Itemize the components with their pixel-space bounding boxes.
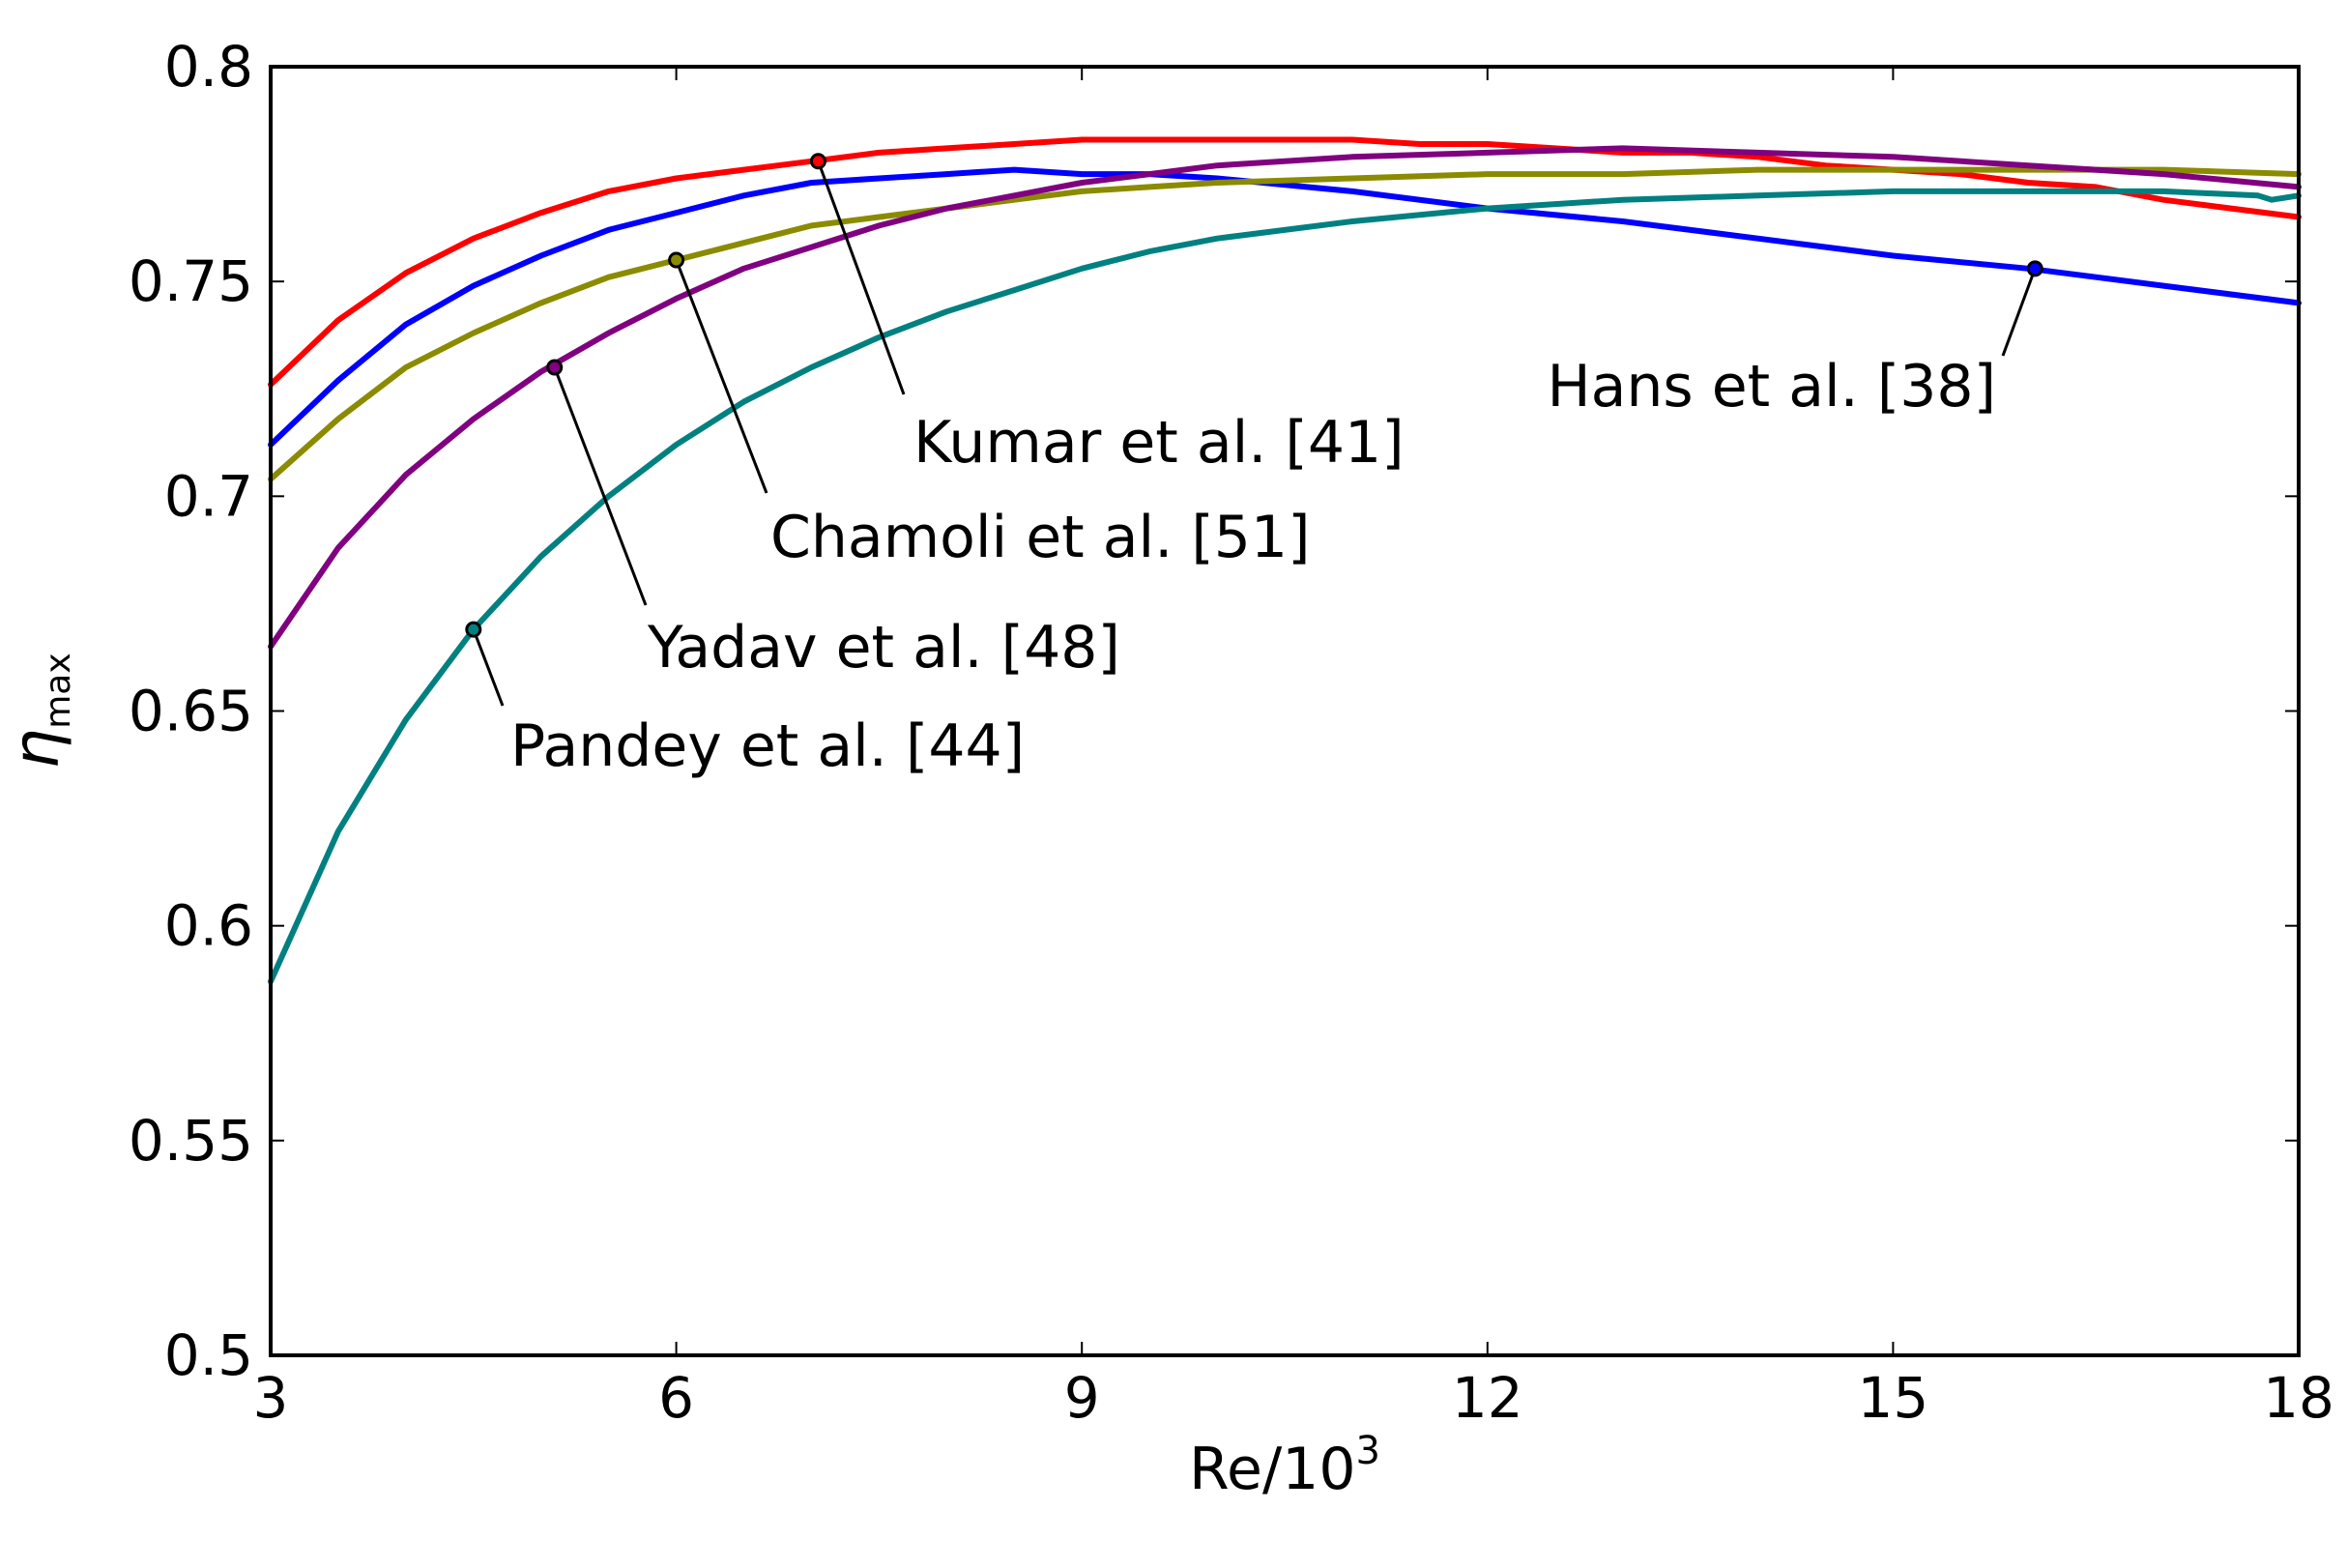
marker-hans-et-al-38 [2026, 260, 2043, 277]
marker-kumar-et-al-41 [809, 153, 826, 170]
series-line-kumar-et-al-41 [268, 136, 2302, 388]
annotation-chamoli-et-al-51: Chamoli et al. [51] [770, 504, 1311, 571]
y-tick-label: 0.75 [129, 248, 253, 314]
annotation-layer: Kumar et al. [41] Hans et al. [38] Chamoli… [510, 353, 1996, 780]
y-axis-title: ηmax [0, 653, 78, 769]
marker-pandey-et-al-44 [465, 621, 482, 638]
x-axis-title: Re/103 [1189, 1429, 1380, 1503]
annotation-kumar-et-al-41: Kumar et al. [41] [913, 409, 1405, 477]
x-tick-label: 9 [1064, 1365, 1100, 1431]
tick-layer [270, 66, 2300, 1356]
marker-layer [465, 153, 2043, 638]
y-tick-label: 0.55 [129, 1108, 253, 1174]
leader-line-yadav-et-al-48 [553, 366, 648, 606]
x-tick-label: 18 [2263, 1365, 2334, 1431]
leader-layer [472, 160, 2037, 707]
y-tick-label: 0.6 [164, 893, 253, 959]
series-line-chamoli-et-al-51 [268, 166, 2302, 482]
leader-line-chamoli-et-al-51 [675, 259, 768, 494]
x-tick-label: 6 [658, 1365, 694, 1431]
annotation-hans-et-al-38: Hans et al. [38] [1547, 353, 1996, 421]
y-tick-label: 0.5 [164, 1322, 253, 1388]
x-tick-label: 12 [1452, 1365, 1523, 1431]
x-axis-title-sup: 3 [1356, 1429, 1380, 1473]
series-line-yadav-et-al-48 [268, 145, 2302, 650]
x-tick-label: 3 [253, 1365, 289, 1431]
plot-frame [269, 65, 2301, 1357]
series-layer [268, 136, 2302, 985]
leader-line-kumar-et-al-41 [817, 160, 906, 395]
y-axis-title-main: η [0, 729, 73, 769]
marker-chamoli-et-al-51 [668, 251, 685, 269]
leader-line-hans-et-al-38 [2001, 268, 2037, 357]
y-axis-title-sub: max [39, 653, 78, 728]
x-axis-title-main: Re/10 [1189, 1436, 1355, 1503]
series-line-pandey-et-al-44 [268, 188, 2302, 985]
annotation-yadav-et-al-48: Yadav et al. [48] [647, 614, 1120, 682]
y-tick-label: 0.7 [164, 463, 253, 529]
series-line-hans-et-al-38 [268, 166, 2302, 448]
y-tick-label: 0.8 [164, 34, 253, 100]
leader-line-pandey-et-al-44 [472, 628, 505, 707]
x-tick-label: 15 [1857, 1365, 1928, 1431]
y-tick-label: 0.65 [129, 679, 253, 744]
annotation-pandey-et-al-44: Pandey et al. [44] [510, 712, 1025, 780]
tick-label-layer: 3 6 9 12 15 18 0.5 0.55 0.6 0.65 0.7 0.75 0.8 [129, 34, 2334, 1431]
marker-yadav-et-al-48 [546, 359, 564, 376]
